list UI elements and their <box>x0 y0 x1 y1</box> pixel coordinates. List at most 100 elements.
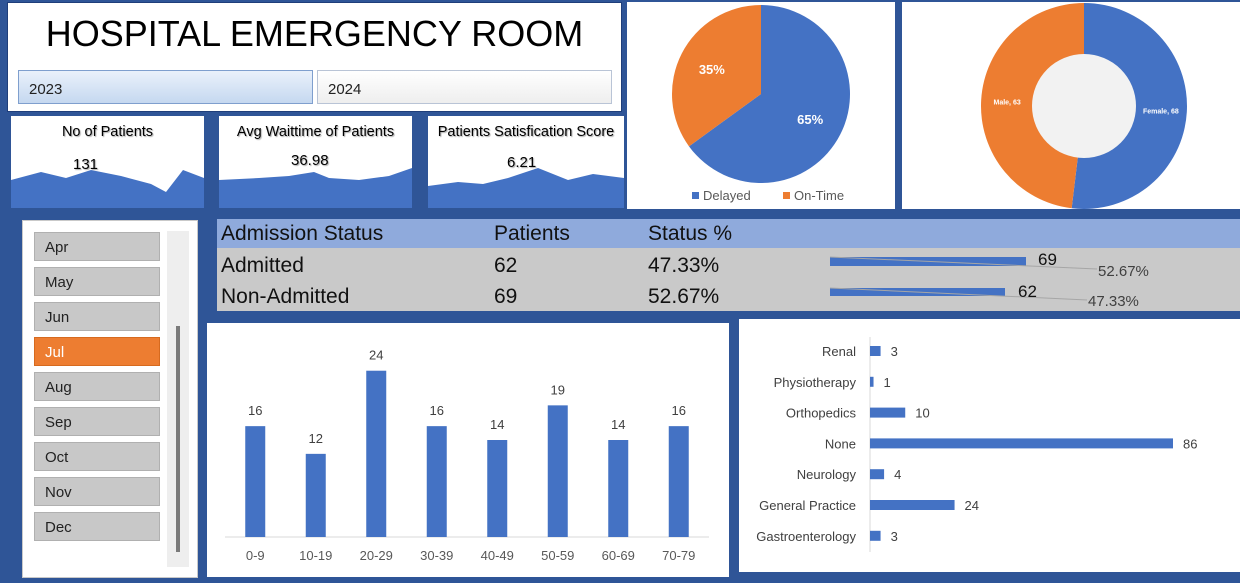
age-bar-10-19 <box>305 453 326 537</box>
age-bar-value-label: 19 <box>551 382 565 397</box>
donut-data-label: Female, 68 <box>1143 109 1179 116</box>
kpi-label: Patients Satisfication Score <box>437 124 615 140</box>
row-percent: 52.67% <box>648 285 720 308</box>
age-bar-value-label: 12 <box>309 431 323 446</box>
legend-label-on-time: On-Time <box>794 188 844 203</box>
row-patients: 62 <box>494 254 518 277</box>
department-label: Orthopedics <box>786 406 857 421</box>
month-button-apr[interactable]: Apr <box>34 232 160 261</box>
legend-swatch-delayed <box>692 192 699 199</box>
admission-leader-line <box>829 287 1088 301</box>
gender-donut-panel: Female, 68 Male, 63 <box>902 2 1240 210</box>
department-label: Physiotherapy <box>774 375 857 390</box>
legend-swatch-on-time <box>783 192 790 199</box>
month-button-sep[interactable]: Sep <box>34 407 160 436</box>
kpi-label: Avg Waittime of Patients <box>236 124 395 140</box>
age-group-bar-chart: 16 0-9 12 10-19 24 20-29 16 30-39 14 40-49 19 50-59… <box>225 348 709 563</box>
kpi-value: 36.98 <box>291 152 329 169</box>
year-button-2024[interactable]: 2024 <box>317 70 612 104</box>
kpi-value: 6.21 <box>507 154 537 171</box>
row-patients: 69 <box>494 285 518 308</box>
header-patients: Patients <box>494 222 570 245</box>
pie-slice-on-time <box>672 5 761 147</box>
month-button-may[interactable]: May <box>34 267 160 296</box>
month-button-jul[interactable]: Jul <box>34 337 160 366</box>
department-bar <box>870 438 1173 449</box>
age-category-label: 0-9 <box>246 548 265 563</box>
department-value-label: 24 <box>965 498 979 513</box>
admission-bar-value: 62 <box>1018 282 1037 301</box>
row-status: Non-Admitted <box>221 285 350 308</box>
admission-table: Admission Status Patients Status % Admit… <box>217 219 1240 311</box>
department-value-label: 3 <box>891 529 898 544</box>
kpi-card-satisfaction: Patients Satisfication Score 6.21 <box>428 116 624 208</box>
age-category-label: 30-39 <box>420 548 453 563</box>
donut-data-label: Male, 63 <box>994 99 1021 106</box>
month-button-aug[interactable]: Aug <box>34 372 160 401</box>
month-button-dec[interactable]: Dec <box>34 512 160 541</box>
age-bar-40-49 <box>487 440 508 537</box>
month-scrollbar[interactable] <box>167 231 189 567</box>
header-status-percent: Status % <box>648 222 733 245</box>
admission-bar-value: 69 <box>1038 250 1057 269</box>
age-category-label: 20-29 <box>360 548 393 563</box>
department-bar <box>870 469 885 480</box>
month-button-jun[interactable]: Jun <box>34 302 160 331</box>
age-bar-value-label: 14 <box>490 417 504 432</box>
admission-bar-percent: 52.67% <box>1098 263 1149 280</box>
age-bar-60-69 <box>608 440 629 537</box>
department-label: None <box>825 436 856 451</box>
year-button-2023[interactable]: 2023 <box>18 70 313 104</box>
department-value-label: 86 <box>1183 436 1197 451</box>
kpi-value: 131 <box>73 156 99 173</box>
department-bar <box>870 407 906 418</box>
age-group-chart-panel: 16 0-9 12 10-19 24 20-29 16 30-39 14 40-49 19 50-59… <box>207 323 729 577</box>
department-label: Renal <box>822 344 856 359</box>
admission-leader-line <box>829 256 1098 270</box>
month-button-oct[interactable]: Oct <box>34 442 160 471</box>
age-category-label: 70-79 <box>662 548 695 563</box>
age-bar-50-59 <box>547 405 568 537</box>
kpi-card-waittime: Avg Waittime of Patients 36.98 <box>219 116 412 208</box>
kpi-card-patients: No of Patients 131 <box>11 116 204 208</box>
department-bar <box>870 346 881 356</box>
age-category-label: 60-69 <box>602 548 635 563</box>
department-label: Gastroenterology <box>756 529 856 544</box>
kpi-label: No of Patients <box>61 124 154 140</box>
header-admission-status: Admission Status <box>221 222 384 245</box>
department-value-label: 4 <box>894 467 901 482</box>
department-bar-chart: Renal 3 Physiotherapy 1 Orthopedics 10 None 86 N… <box>756 337 1197 552</box>
age-category-label: 10-19 <box>299 548 332 563</box>
department-value-label: 3 <box>891 344 898 359</box>
age-bar-0-9 <box>245 426 266 537</box>
kpi-sparkline <box>11 170 204 208</box>
age-bar-value-label: 24 <box>369 348 383 363</box>
pie-slice-delayed <box>688 5 850 184</box>
month-scrollbar-thumb[interactable] <box>176 326 180 552</box>
department-value-label: 10 <box>915 406 929 421</box>
month-button-nov[interactable]: Nov <box>34 477 160 506</box>
age-bar-70-79 <box>668 426 689 537</box>
age-bar-20-29 <box>366 370 387 537</box>
wait-status-pie-chart: 65% 35% Delayed On-Time <box>672 5 850 203</box>
legend-label-delayed: Delayed <box>703 188 751 203</box>
row-percent: 47.33% <box>648 254 720 277</box>
month-slicer: Apr May Jun Jul Aug Sep Oct Nov Dec <box>22 220 198 578</box>
department-bar <box>870 376 874 387</box>
gender-donut-chart: Female, 68 Male, 63 <box>980 3 1187 210</box>
pie-data-label: 65% <box>797 112 823 127</box>
department-value-label: 1 <box>884 375 891 390</box>
age-category-label: 50-59 <box>541 548 574 563</box>
admission-bar-percent: 47.33% <box>1088 293 1139 310</box>
age-bar-value-label: 16 <box>672 403 686 418</box>
page-title: HOSPITAL EMERGENCY ROOM <box>45 13 584 54</box>
department-label: Neurology <box>797 467 857 482</box>
department-chart-panel: Renal 3 Physiotherapy 1 Orthopedics 10 None 86 N… <box>739 319 1240 572</box>
department-bar <box>870 500 955 510</box>
title-panel: HOSPITAL EMERGENCY ROOM 2023 2024 <box>7 2 622 112</box>
age-bar-value-label: 14 <box>611 417 625 432</box>
department-label: General Practice <box>759 498 856 513</box>
age-category-label: 40-49 <box>481 548 514 563</box>
kpi-sparkline <box>428 168 624 208</box>
wait-status-pie-panel: 65% 35% Delayed On-Time <box>627 2 895 209</box>
